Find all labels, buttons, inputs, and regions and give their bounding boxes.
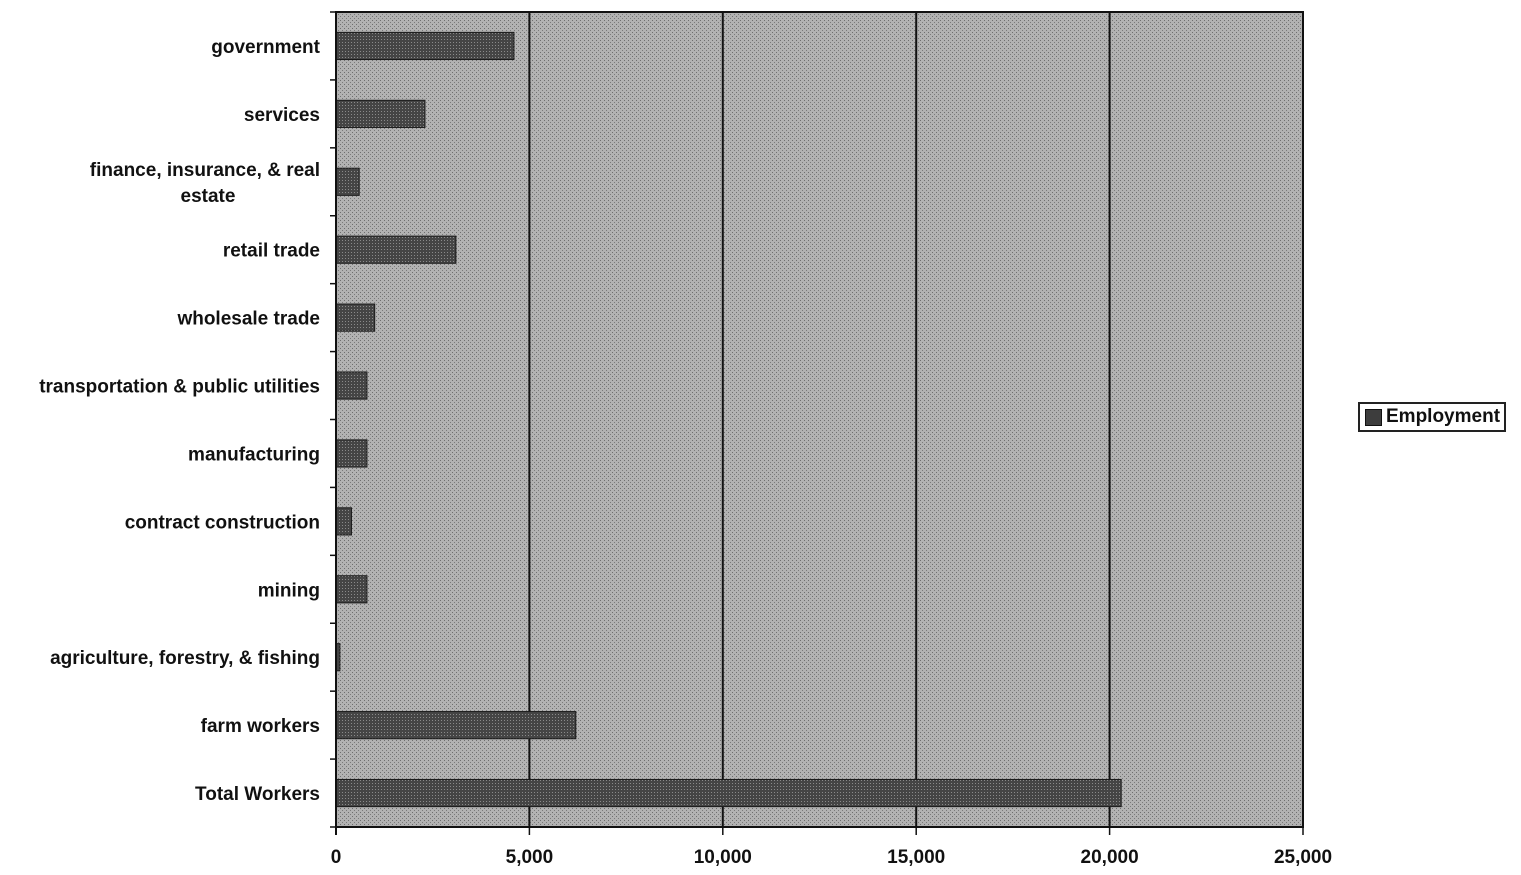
category-label-11: Total Workers	[195, 784, 320, 805]
bar-3	[335, 235, 457, 264]
bar-1	[335, 99, 426, 128]
bar-2	[335, 167, 360, 196]
category-label-4: wholesale trade	[176, 309, 320, 330]
category-label-8: mining	[258, 580, 320, 601]
bar-7	[335, 507, 352, 536]
x-tick-label-5: 25,000	[1274, 847, 1332, 868]
x-tick-label-1: 5,000	[506, 847, 554, 868]
category-label-9: agriculture, forestry, & fishing	[50, 648, 320, 669]
bar-11	[335, 778, 1122, 808]
category-label-1: services	[244, 105, 320, 126]
x-tick-label-2: 10,000	[694, 847, 752, 868]
category-label-2: finance, insurance, & real estate	[90, 160, 320, 207]
bar-8	[335, 575, 368, 604]
category-label-5: transportation & public utilities	[39, 377, 320, 398]
bar-0	[335, 31, 515, 61]
x-tick-label-3: 15,000	[887, 847, 945, 868]
legend-swatch-employment	[1365, 408, 1382, 426]
category-label-3: retail trade	[223, 241, 320, 262]
bar-5	[335, 371, 368, 400]
plot-area	[335, 11, 1304, 828]
legend-label-employment: Employment	[1386, 406, 1501, 427]
category-label-7: contract construction	[125, 512, 320, 533]
bar-6	[335, 439, 368, 468]
x-tick-label-4: 20,000	[1081, 847, 1139, 868]
bar-4	[335, 303, 376, 332]
bar-10	[335, 711, 577, 740]
x-tick-label-0: 0	[331, 847, 342, 868]
legend: Employment	[1358, 402, 1507, 432]
category-label-0: government	[211, 37, 320, 58]
category-label-10: farm workers	[201, 716, 320, 737]
category-label-6: manufacturing	[188, 444, 320, 465]
